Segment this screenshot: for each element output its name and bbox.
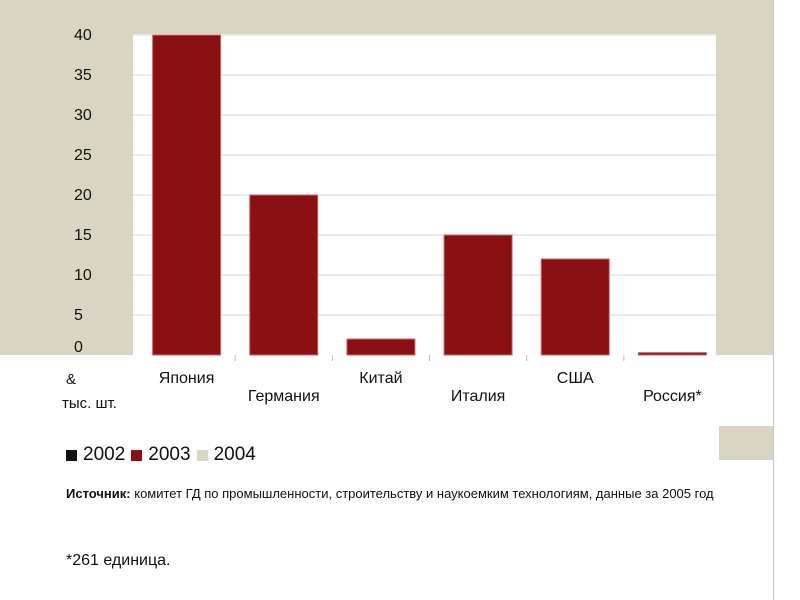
right-divider — [773, 0, 774, 600]
legend-label-2003: 2003 — [148, 444, 191, 465]
bar-chart: 0 5 10 15 20 25 30 35 40 Япония Германия Китай Итали… — [62, 27, 716, 412]
legend-swatch-2002 — [66, 449, 77, 461]
x-label-2: Китай — [359, 370, 402, 387]
bar-0 — [152, 34, 222, 356]
bar-2 — [346, 338, 416, 356]
bar-5 — [637, 352, 707, 356]
y-tick-label-25: 25 — [74, 147, 92, 164]
x-label-3: Италия — [451, 388, 505, 405]
y-tick-label-0: 0 — [74, 339, 83, 356]
x-label-5: Россия* — [643, 388, 702, 405]
y-tick-label-35: 35 — [74, 67, 92, 84]
y-unit-label: тыс. шт. — [62, 395, 117, 412]
bar-3 — [443, 234, 513, 356]
x-label-4: США — [557, 370, 594, 387]
legend-label-2002: 2002 — [83, 444, 126, 465]
y-tick-label-15: 15 — [74, 227, 92, 244]
y-tick-label-30: 30 — [74, 107, 92, 124]
y-unit-symbol: & — [66, 371, 76, 388]
y-tick-label-20: 20 — [74, 187, 92, 204]
legend-item-2003: 2003 — [131, 444, 191, 466]
y-tick-label-10: 10 — [74, 267, 92, 284]
legend-swatch-2003 — [131, 449, 143, 461]
side-panel-block — [719, 426, 773, 460]
y-tick-label-40: 40 — [74, 27, 92, 44]
legend-label-2004: 2004 — [213, 444, 256, 465]
legend-swatch-2004 — [196, 449, 208, 461]
source-text: комитет ГД по промышленности, строительс… — [130, 486, 714, 501]
x-label-0: Япония — [159, 370, 215, 387]
bar-4 — [540, 258, 610, 356]
legend: 2002 2003 2004 — [66, 444, 262, 466]
x-label-1: Германия — [248, 388, 320, 405]
footnote: *261 единица. — [66, 552, 171, 569]
bar-1 — [249, 194, 319, 356]
y-tick-label-5: 5 — [74, 307, 83, 324]
legend-item-2004: 2004 — [196, 444, 256, 466]
source-label: Источник: — [66, 486, 131, 501]
legend-item-2002: 2002 — [66, 444, 125, 466]
source-note: Источник: комитет ГД по промышленности, … — [66, 486, 716, 502]
